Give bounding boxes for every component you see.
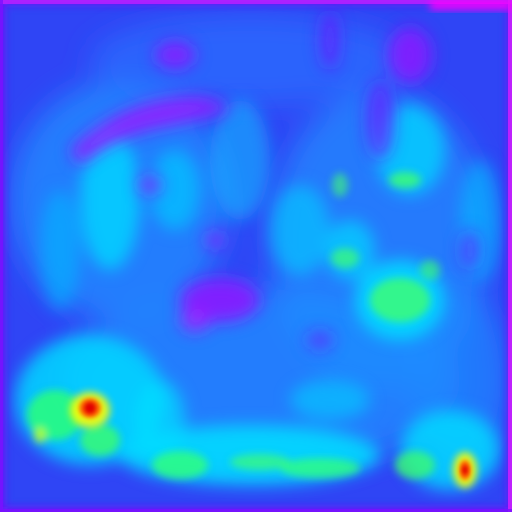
purple-layer bbox=[70, 10, 480, 350]
left-peak-hotspot bbox=[70, 392, 110, 428]
green-layer bbox=[27, 172, 440, 479]
right-peak-hotspot bbox=[453, 452, 477, 488]
